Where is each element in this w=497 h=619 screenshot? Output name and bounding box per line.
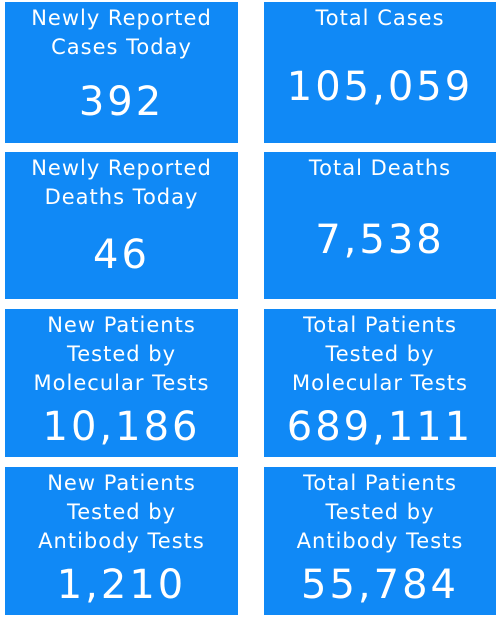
tile-label: Tested by <box>66 342 177 366</box>
tile-label: Newly Reported <box>31 156 212 180</box>
tile-value: 7,538 <box>315 217 445 263</box>
tile-label: Total Patients <box>303 313 457 337</box>
tile-label: Cases Today <box>51 35 192 59</box>
stat-tile: New Patients Tested by Antibody Tests 1,210 <box>5 467 238 615</box>
tile-label: Tested by <box>325 500 435 524</box>
tile-label: Total Cases <box>315 6 445 30</box>
tile-value: 689,111 <box>286 403 474 450</box>
stat-tile: Newly Reported Deaths Today 46 <box>5 152 238 299</box>
tile-label: Total Patients <box>303 471 457 495</box>
stat-tile: Total Deaths 7,538 <box>264 152 496 299</box>
stat-tile: New Patients Tested by Molecular Tests 10,1… <box>5 309 238 457</box>
tile-label: Molecular Tests <box>292 371 468 395</box>
tile-value: 392 <box>78 78 165 125</box>
tile-value: 1,210 <box>56 561 187 608</box>
tile-label: Deaths Today <box>44 185 199 209</box>
stat-tile: Total Patients Tested by Molecular Tests 68… <box>264 309 496 457</box>
tile-value: 105,059 <box>286 64 474 110</box>
stat-tile: Newly Reported Cases Today 392 <box>5 2 238 143</box>
stat-tile: Total Cases 105,059 <box>264 2 496 143</box>
tile-value: 46 <box>93 231 150 278</box>
tile-value: 55,784 <box>301 561 459 608</box>
tile-label: Antibody Tests <box>296 529 464 553</box>
stat-tile: Total Patients Tested by Antibody Tests 55,… <box>264 467 496 615</box>
tile-label: Antibody Tests <box>38 529 205 553</box>
tile-value: 10,186 <box>42 403 201 450</box>
tile-label: Tested by <box>325 342 435 366</box>
tile-label: Molecular Tests <box>33 371 210 395</box>
tile-label: New Patients <box>47 313 196 337</box>
tile-label: Newly Reported <box>31 6 212 30</box>
tile-label: Total Deaths <box>308 156 452 180</box>
tile-label: Tested by <box>66 500 177 524</box>
tile-label: New Patients <box>47 471 196 495</box>
